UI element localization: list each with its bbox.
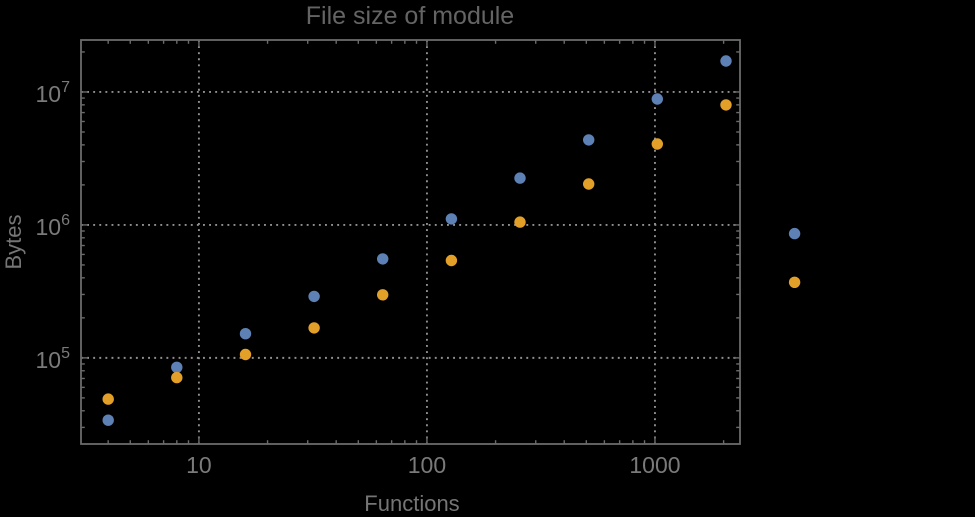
blue-series-point <box>651 93 663 105</box>
y-tick-label: 106 <box>36 212 71 240</box>
grid-lines <box>81 40 740 444</box>
blue-series-point <box>239 328 252 340</box>
orange-series-point <box>171 371 183 384</box>
orange-series-point <box>377 289 389 301</box>
orange-series-point <box>651 138 663 150</box>
x-tick-label: 100 <box>408 452 446 478</box>
orange-series-point <box>720 99 732 111</box>
orange-series-point <box>583 178 595 190</box>
blue-series-point <box>583 134 595 146</box>
blue-series-points <box>102 55 801 426</box>
x-tick-labels: 10 100 1000 <box>186 452 680 478</box>
orange-series-point <box>514 216 526 228</box>
y-tick-labels: 105 106 107 <box>36 79 71 373</box>
orange-series-point <box>308 322 320 334</box>
orange-series-point <box>239 348 252 361</box>
blue-series-point <box>308 290 320 303</box>
orange-series-point <box>445 254 458 267</box>
orange-series-point <box>102 393 114 405</box>
plot-title: File size of module <box>305 2 515 30</box>
y-axis-label: Bytes <box>1 214 26 270</box>
blue-series-point <box>720 55 732 67</box>
blue-series-point <box>788 227 801 240</box>
x-tick-label: 10 <box>186 452 212 478</box>
tick-marks <box>81 40 740 444</box>
blue-series-point <box>377 253 389 265</box>
blue-series-point <box>445 213 458 225</box>
plot-frame <box>80 39 741 445</box>
x-axis-label: Functions <box>364 491 460 516</box>
x-tick-label: 1000 <box>629 452 680 478</box>
blue-series-point <box>102 414 114 426</box>
blue-series-point <box>171 361 183 373</box>
y-tick-label: 107 <box>36 79 71 107</box>
orange-series-points <box>102 99 801 405</box>
y-tick-label: 105 <box>36 345 71 373</box>
orange-series-point <box>788 276 801 288</box>
blue-series-point <box>514 172 526 184</box>
